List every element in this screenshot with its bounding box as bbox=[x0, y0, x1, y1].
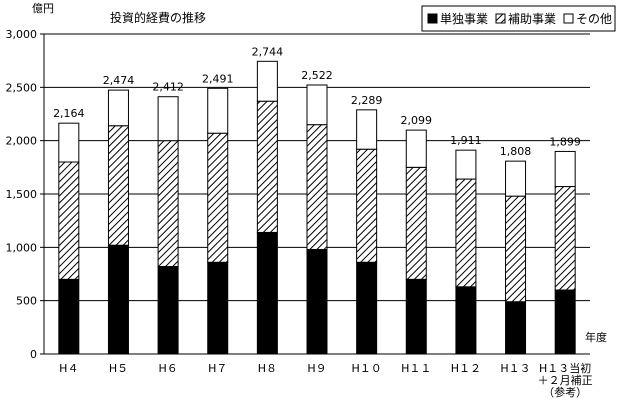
bar-segment bbox=[107, 89, 129, 127]
bar-segment bbox=[356, 148, 378, 263]
bar-segment bbox=[356, 109, 378, 150]
bar-segment bbox=[455, 286, 477, 355]
total-data-label: 2,164 bbox=[53, 107, 85, 120]
bar-segment bbox=[405, 166, 427, 280]
total-data-label: 1,899 bbox=[549, 135, 581, 148]
total-data-label: 2,491 bbox=[202, 72, 234, 85]
legend-label-other: その他 bbox=[576, 12, 612, 26]
total-data-label: 2,522 bbox=[301, 69, 333, 82]
bar-segment bbox=[157, 266, 179, 355]
y-tick-label: 3,000 bbox=[6, 28, 38, 41]
x-tick-label: H１３当初 bbox=[539, 361, 591, 375]
bar-segment bbox=[256, 60, 278, 102]
y-tick-label: 1,500 bbox=[6, 188, 38, 201]
bar-segment bbox=[405, 278, 427, 355]
legend-swatch-subsidy bbox=[495, 13, 506, 24]
y-axis-unit-label: 億円 bbox=[32, 2, 54, 15]
total-data-label: 2,412 bbox=[152, 81, 184, 94]
bar-segment bbox=[505, 301, 527, 355]
legend-swatch-single bbox=[427, 13, 438, 24]
x-tick-label: H７ bbox=[208, 362, 227, 375]
bar-segment bbox=[554, 150, 576, 188]
legend-box bbox=[421, 5, 616, 32]
x-tick-label: H１２ bbox=[451, 362, 481, 375]
x-tick-label: ＋２月補正 bbox=[538, 374, 593, 387]
total-data-label: 2,099 bbox=[401, 114, 433, 127]
bar-segment bbox=[157, 96, 179, 142]
chart-title: 投資的経費の推移 bbox=[110, 10, 206, 25]
legend-label-subsidy: 補助事業 bbox=[508, 12, 556, 26]
y-tick-label: 2,000 bbox=[6, 135, 38, 148]
bar-segment bbox=[505, 160, 527, 197]
bar-segment bbox=[455, 149, 477, 180]
bar-segment bbox=[207, 87, 229, 134]
total-data-label: 2,289 bbox=[351, 94, 383, 107]
bar-segment bbox=[107, 125, 129, 246]
y-tick-label: 2,500 bbox=[6, 81, 38, 94]
bar-segment bbox=[505, 195, 527, 303]
bar-segment bbox=[58, 122, 80, 163]
bar-segment bbox=[554, 289, 576, 355]
bar-segment bbox=[58, 161, 80, 280]
bar-segment bbox=[256, 100, 278, 233]
bar-segment bbox=[207, 132, 229, 263]
bar-segment bbox=[455, 178, 477, 288]
total-data-label: 2,474 bbox=[103, 74, 135, 87]
total-data-label: 1,911 bbox=[450, 134, 482, 147]
legend: 単独事業 補助事業 その他 bbox=[421, 5, 616, 32]
bar-stacks: 2,164 2,474 2,412 2,491 2,744 2,522 2,289 2,099… bbox=[53, 45, 581, 355]
bar-segment bbox=[256, 231, 278, 355]
axes: 0 500 1,000 1,500 2,000 2,500 3,000 H４ H５ H６ H７ H８ H… bbox=[6, 28, 593, 399]
y-tick-label: 0 bbox=[30, 348, 37, 361]
bar-segment bbox=[356, 261, 378, 355]
legend-label-single: 単独事業 bbox=[440, 12, 488, 26]
bar-segment bbox=[207, 261, 229, 355]
y-tick-label: 500 bbox=[16, 295, 37, 308]
bar-segment bbox=[306, 124, 328, 250]
x-tick-label: H１０ bbox=[351, 362, 381, 375]
bar-segment bbox=[107, 244, 129, 355]
x-tick-label: （参考） bbox=[543, 385, 587, 399]
x-tick-label: H４ bbox=[59, 362, 78, 375]
x-tick-label: H６ bbox=[158, 362, 177, 375]
bar-segment bbox=[157, 140, 179, 268]
bar-segment bbox=[306, 84, 328, 126]
x-tick-label: H８ bbox=[258, 362, 277, 375]
total-data-label: 1,808 bbox=[500, 145, 532, 158]
legend-swatch-other bbox=[563, 13, 574, 24]
x-tick-label: H５ bbox=[109, 362, 128, 375]
bar-segment bbox=[306, 248, 328, 355]
x-tick-label: H１３ bbox=[500, 362, 530, 375]
total-data-label: 2,744 bbox=[252, 45, 284, 58]
bar-segment bbox=[554, 186, 576, 291]
x-tick-label: H１１ bbox=[401, 362, 431, 375]
y-tick-label: 1,000 bbox=[6, 241, 38, 254]
x-axis-unit-label: 年度 bbox=[585, 330, 607, 344]
bar-segment bbox=[405, 129, 427, 168]
bar-segment bbox=[58, 278, 80, 355]
x-tick-label: H９ bbox=[307, 362, 326, 375]
